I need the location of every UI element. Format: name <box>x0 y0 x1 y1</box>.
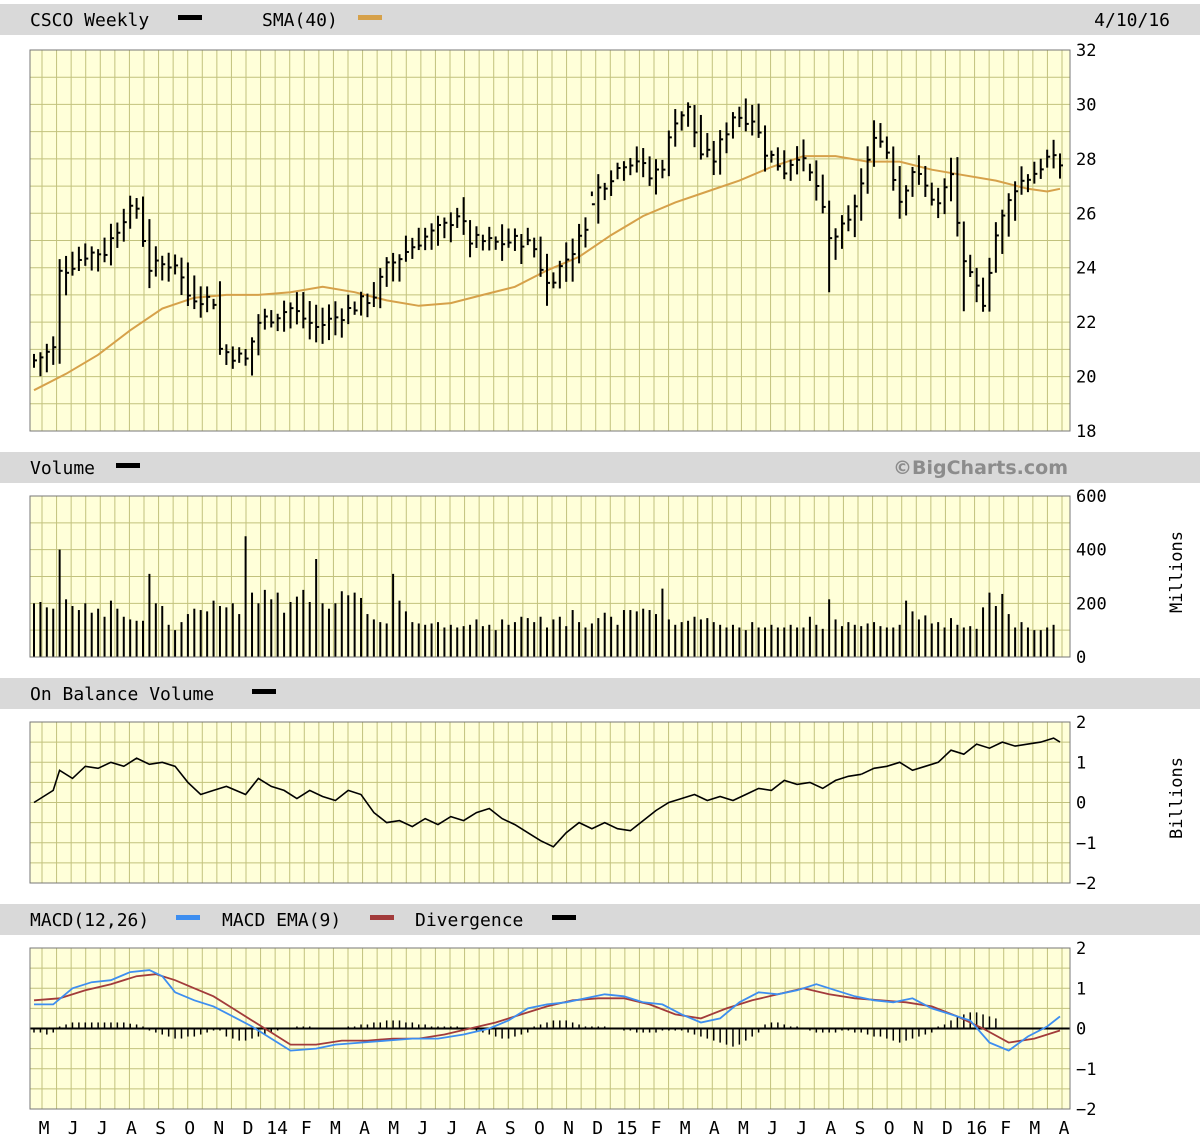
chart-date: 4/10/16 <box>1094 10 1170 31</box>
divergence-legend-label: Divergence <box>415 910 523 931</box>
price-y-tick-label: 22 <box>1076 313 1096 333</box>
sma-line <box>33 155 1061 392</box>
volume-y-tick-label: 0 <box>1076 648 1086 668</box>
x-tick-label: D <box>942 1118 953 1139</box>
x-tick-label: N <box>913 1118 924 1139</box>
x-tick-label: A <box>709 1118 720 1139</box>
sma-legend-swatch <box>358 15 382 20</box>
x-tick-label: J <box>68 1118 79 1139</box>
x-tick-label: M <box>330 1118 341 1139</box>
macd-legend-swatch <box>176 915 200 920</box>
divergence-bars-group <box>30 1012 1070 1047</box>
volume-header-bar <box>0 452 1200 483</box>
macd-y-tick-label: 2 <box>1076 939 1086 959</box>
obv-y-tick-label: −1 <box>1076 834 1096 854</box>
obv-y-tick-label: 2 <box>1076 713 1086 733</box>
obv-unit-label: Billions <box>1167 757 1187 839</box>
macd-ema-legend-label: MACD EMA(9) <box>222 910 341 931</box>
macd-y-tick-label: −1 <box>1076 1060 1096 1080</box>
obv-grid <box>30 722 1070 883</box>
divergence-legend-swatch <box>552 915 576 920</box>
x-tick-label: A <box>126 1118 137 1139</box>
x-tick-label: A <box>476 1118 487 1139</box>
macd-lines-group <box>33 969 1061 1052</box>
obv-line <box>860 737 1061 776</box>
x-tick-label: O <box>884 1118 895 1139</box>
macd-y-tick-label: −2 <box>1076 1100 1096 1120</box>
x-tick-label: A <box>1059 1118 1070 1139</box>
obv-title: On Balance Volume <box>30 684 214 705</box>
x-tick-label: F <box>1000 1118 1011 1139</box>
price-y-tick-label: 24 <box>1076 259 1096 279</box>
obv-line <box>33 757 862 848</box>
x-tick-label: J <box>447 1118 458 1139</box>
x-tick-label: F <box>651 1118 662 1139</box>
x-tick-label: M <box>39 1118 50 1139</box>
x-tick-label: D <box>592 1118 603 1139</box>
price-y-tick-label: 26 <box>1076 204 1096 224</box>
macd-title: MACD(12,26) <box>30 910 149 931</box>
volume-bars-group <box>33 536 1055 657</box>
x-tick-label: S <box>155 1118 166 1139</box>
x-tick-label: A <box>359 1118 370 1139</box>
price-y-tick-label: 20 <box>1076 368 1096 388</box>
obv-y-tick-label: −2 <box>1076 874 1096 894</box>
price-legend-swatch <box>178 15 202 20</box>
x-tick-label: M <box>1029 1118 1040 1139</box>
x-tick-label: M <box>738 1118 749 1139</box>
volume-frame <box>29 495 1071 658</box>
sma-line-group <box>33 155 1061 392</box>
price-bars-group <box>33 98 1063 377</box>
obv-y-tick-label: 1 <box>1076 753 1086 773</box>
x-tick-label: F <box>301 1118 312 1139</box>
x-tick-label: J <box>97 1118 108 1139</box>
volume-y-tick-label: 400 <box>1076 541 1107 561</box>
obv-frame <box>29 721 1071 884</box>
obv-header-bar <box>0 678 1200 709</box>
bigcharts-watermark: ©BigCharts.com <box>893 457 1068 479</box>
sma-legend-label: SMA(40) <box>262 10 338 31</box>
obv-legend-swatch <box>252 689 276 694</box>
macd-frame <box>29 947 1071 1110</box>
price-y-tick-label: 18 <box>1076 422 1096 442</box>
x-tick-label: 16 <box>966 1118 988 1139</box>
x-tick-label: N <box>213 1118 224 1139</box>
x-tick-label: M <box>680 1118 691 1139</box>
price-frame <box>29 49 1071 432</box>
x-tick-label: J <box>767 1118 778 1139</box>
volume-y-tick-label: 600 <box>1076 487 1107 507</box>
x-tick-label: O <box>184 1118 195 1139</box>
macd-y-tick-label: 0 <box>1076 1020 1086 1040</box>
price-title: CSCO Weekly <box>30 10 149 31</box>
x-tick-label: J <box>417 1118 428 1139</box>
price-y-tick-label: 32 <box>1076 41 1096 61</box>
y-tick-labels: 18 20 22 24 26 28 30 32 0 200 400 600 −2 −1 0 1 2 −2 −1 0 1 2 <box>1076 41 1107 1120</box>
obv-y-tick-label: 0 <box>1076 794 1086 814</box>
x-tick-label: M <box>388 1118 399 1139</box>
volume-title: Volume <box>30 458 95 479</box>
price-y-tick-label: 30 <box>1076 95 1096 115</box>
price-grid <box>30 50 1070 431</box>
volume-legend-swatch <box>116 463 140 468</box>
volume-unit-label: Millions <box>1167 531 1187 613</box>
volume-y-tick-label: 200 <box>1076 594 1107 614</box>
x-tick-label: J <box>796 1118 807 1139</box>
macd-line <box>34 969 1061 1052</box>
x-tick-label: A <box>825 1118 836 1139</box>
x-tick-label: 14 <box>266 1118 288 1139</box>
x-tick-label: D <box>243 1118 254 1139</box>
x-tick-label: O <box>534 1118 545 1139</box>
x-tick-label: S <box>505 1118 516 1139</box>
price-y-tick-label: 28 <box>1076 150 1096 170</box>
obv-line-group <box>33 737 1061 848</box>
x-axis-labels: M J J A S O N D 14 F M A M J J A S O N D 15 F M A M J J A S O N D 16 F M A <box>39 1118 1070 1139</box>
x-tick-label: N <box>563 1118 574 1139</box>
macd-ema-legend-swatch <box>370 915 394 920</box>
macd-y-tick-label: 1 <box>1076 979 1086 999</box>
x-tick-label: S <box>855 1118 866 1139</box>
x-tick-label: 15 <box>616 1118 638 1139</box>
